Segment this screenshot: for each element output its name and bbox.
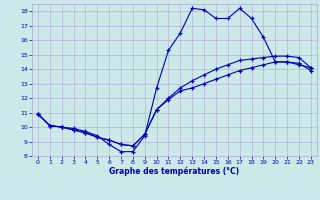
X-axis label: Graphe des températures (°C): Graphe des températures (°C) — [109, 167, 239, 176]
